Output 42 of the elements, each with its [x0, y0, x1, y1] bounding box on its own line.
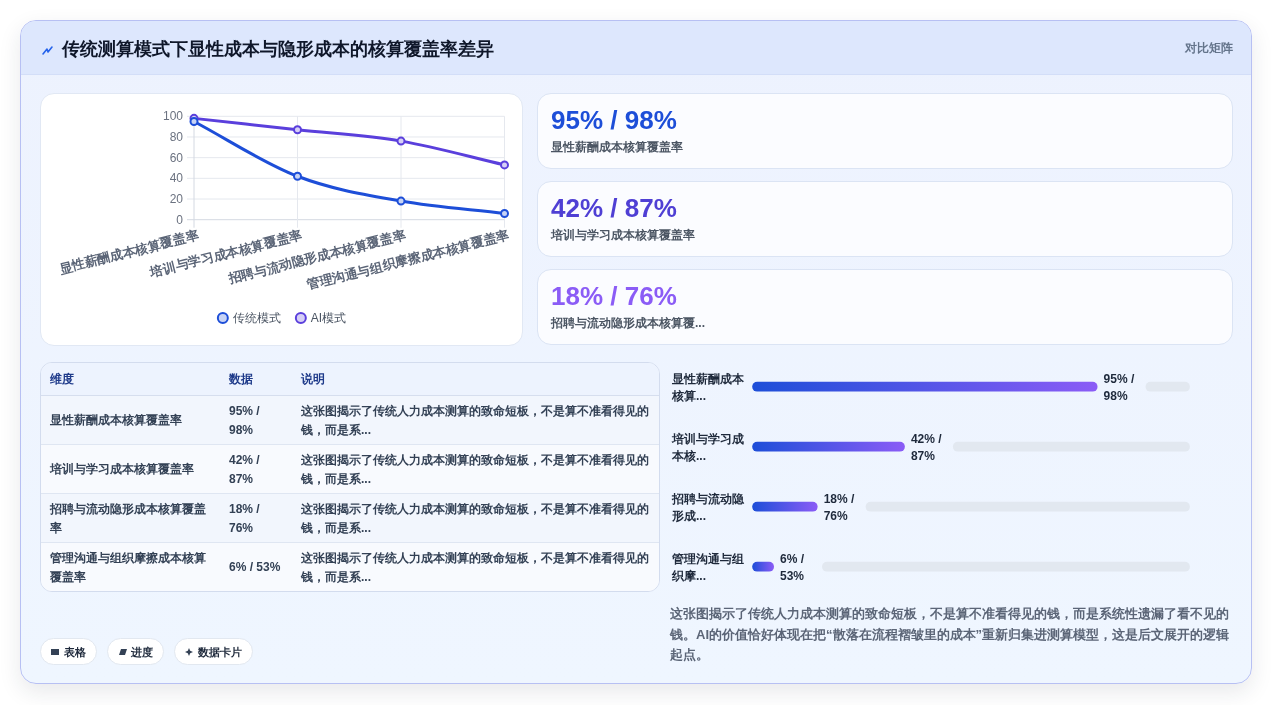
text: 6% / 53%: [229, 560, 281, 574]
text: 95% / 98%: [229, 403, 260, 437]
text: 95% / 98%: [551, 105, 677, 135]
y-tick-label: 0: [176, 212, 184, 227]
data-label: 95% / 98%: [1103, 370, 1136, 405]
y-tick-label: 40: [169, 171, 184, 186]
category-label: 培训与学习成本核算覆盖率: [50, 462, 194, 476]
text: 招聘与流动隐形成本核算覆...: [551, 315, 706, 331]
text: 这张图揭示了传统人力成本测算的致命短板，不是算不准看得见的钱，而是系...: [301, 501, 649, 535]
y-tick-label: 显性薪酬成本核算...: [672, 370, 745, 405]
y-tick-label: 管理沟通与组织摩...: [672, 550, 745, 585]
text: 18% / 76%: [229, 501, 260, 535]
y-tick-label: 招聘与流动隐形成...: [672, 490, 745, 525]
text: 进度: [131, 644, 153, 659]
text: 42% / 87%: [551, 193, 677, 223]
text: 维度: [50, 371, 74, 388]
data-label: 18% / 76%: [823, 490, 856, 525]
category-label: 说明: [301, 371, 325, 388]
text: 对比矩阵: [1185, 40, 1233, 56]
text: 18% / 76%: [551, 281, 677, 311]
text: 42% / 87%: [229, 452, 260, 486]
y-tick-label: 100: [162, 109, 184, 124]
text: 显性薪酬成本核算覆盖率: [551, 139, 683, 155]
legend-label: AI模式: [310, 311, 347, 325]
category-label: 招聘与流动隐形成本核算覆盖率: [50, 501, 206, 535]
text: 表格: [64, 644, 86, 659]
text: 这张图揭示了传统人力成本测算的致命短板，不是算不准看得见的钱，而是系统性遗漏了看不见的钱。AI的价值恰好体现在把“散落在流程褶皱里的成本”重新归集进测算模型，这是后文展开的逻辑起点。: [670, 605, 1230, 664]
data-label: 42% / 87%: [910, 430, 943, 465]
text: 数据卡片: [198, 644, 242, 659]
text: 这张图揭示了传统人力成本测算的致命短板，不是算不准看得见的钱，而是系...: [301, 452, 649, 486]
data-label: 6% / 53%: [780, 550, 806, 585]
y-tick-label: 60: [169, 150, 184, 165]
category-label: 显性薪酬成本核算覆盖率: [50, 413, 182, 427]
text: 这张图揭示了传统人力成本测算的致命短板，不是算不准看得见的钱，而是系...: [301, 550, 649, 584]
y-tick-label: 80: [169, 129, 184, 144]
legend-label: 传统模式: [232, 311, 281, 325]
text: 这张图揭示了传统人力成本测算的致命短板，不是算不准看得见的钱，而是系...: [301, 403, 649, 437]
y-tick-label: 20: [169, 192, 184, 207]
text: 传统测算模式下显性成本与隐形成本的核算覆盖率差异: [62, 38, 494, 61]
category-label: 管理沟通与组织摩擦成本核算覆盖率: [50, 550, 206, 584]
y-tick-label: 培训与学习成本核...: [672, 430, 745, 465]
category-label: 数据: [229, 371, 253, 388]
